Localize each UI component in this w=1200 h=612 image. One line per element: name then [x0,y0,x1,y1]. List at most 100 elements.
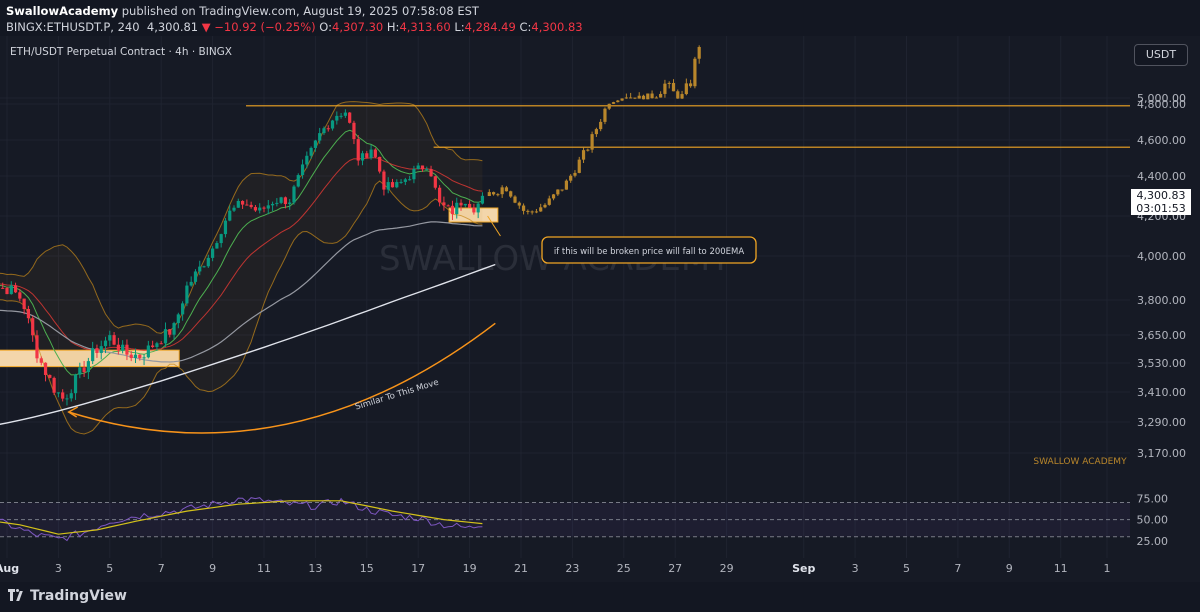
time-tick-label: 9 [1006,562,1013,575]
currency-button[interactable]: USDT [1134,44,1188,66]
candle [258,207,262,211]
projected-candle [491,192,496,195]
candle [206,257,210,267]
publish-info: SwallowAcademy published on TradingView.… [6,4,479,18]
projected-candle [620,98,624,101]
projected-candle [534,211,539,213]
projected-candle [629,97,633,99]
candle [352,122,356,140]
candle [480,195,485,204]
candle [138,354,142,359]
candle [343,112,347,116]
rsi-line [0,497,483,542]
time-tick-label: 19 [463,562,477,575]
candle [416,165,420,169]
candle [403,179,407,182]
callout-box[interactable] [541,236,757,264]
projected-candle [684,83,688,95]
price-tick-label: 4,000.00 [1137,250,1186,263]
time-tick-label: 1 [1103,562,1110,575]
projected-candle [646,93,650,100]
callout-text: if this will be broken price will fall t… [554,247,745,257]
candle [390,182,395,188]
candle [249,204,253,208]
candle [219,234,223,244]
candle [360,153,365,161]
candle [288,202,292,205]
time-tick-label: 23 [565,562,579,575]
price-chart[interactable]: SWALLOW ACADEMY SWALLOW ACADEMY Similar … [0,36,1200,582]
projected-candle [667,82,671,84]
candle [78,367,82,375]
last-price-label: 4,300.83 [1131,189,1191,202]
price-tick-label: 3,410.00 [1137,386,1186,399]
projected-candle [671,82,676,92]
candle [266,205,270,209]
candle [5,288,9,295]
candle [172,323,176,335]
projected-candle [521,205,526,211]
candle [425,169,429,171]
candle [279,197,283,203]
projected-candle [616,100,620,103]
price-tick-label: 3,800.00 [1137,294,1186,307]
candle [270,203,275,206]
bar-countdown-label: 03:01:53 [1131,202,1191,215]
candle [356,139,360,161]
candle [283,197,288,205]
candle [185,285,189,304]
candle [121,344,125,351]
candle [125,344,129,355]
candle [446,205,450,207]
time-tick-label: 17 [411,562,425,575]
price-tick-label: 3,530.00 [1137,357,1186,370]
candle [472,207,476,213]
time-tick-label: 3 [852,562,859,575]
open-label: O: [319,20,333,34]
candle [442,202,446,206]
horizontal-levels[interactable] [246,105,1130,148]
candle [95,348,99,353]
candle [22,298,26,309]
candle [438,187,442,203]
tradingview-icon [8,589,24,601]
candle [43,362,48,375]
bollinger-lower-band [0,180,483,435]
candle [116,344,120,351]
candle [9,285,13,295]
candle [378,156,382,172]
price-tick-label: 4,600.00 [1137,134,1186,147]
projected-candle [547,198,551,205]
candle [455,202,459,215]
projected-candle [526,210,530,212]
projected-candle [581,150,586,160]
candle [326,128,330,130]
candle [129,354,133,359]
candle [39,358,43,363]
candle [429,169,433,177]
candle [275,202,279,204]
candle [146,345,150,358]
time-tick-label: Aug [0,562,19,575]
time-axis [0,558,1200,582]
candles-layer [0,109,485,406]
candle [61,392,65,399]
projected-candle [676,91,680,99]
projected-candle [637,95,641,99]
candle [181,303,185,315]
candle [300,164,305,176]
projected-candle [577,159,581,173]
projected-candle [551,194,556,199]
projected-candle [586,149,590,151]
price-tick-label: 4,800.00 [1137,98,1186,111]
candle [253,207,258,211]
similar-move-curve[interactable] [68,322,496,434]
axes-layer: 5,000.004,800.004,600.004,400.004,200.00… [0,36,1200,582]
candle [159,343,163,345]
projected-candle [560,189,564,191]
price-tick-label: 3,650.00 [1137,329,1186,342]
tradingview-logo[interactable]: TradingView [8,588,127,604]
candle [305,155,309,165]
author-name[interactable]: SwallowAcademy [6,4,119,18]
high-value: 4,313.60 [399,20,451,34]
